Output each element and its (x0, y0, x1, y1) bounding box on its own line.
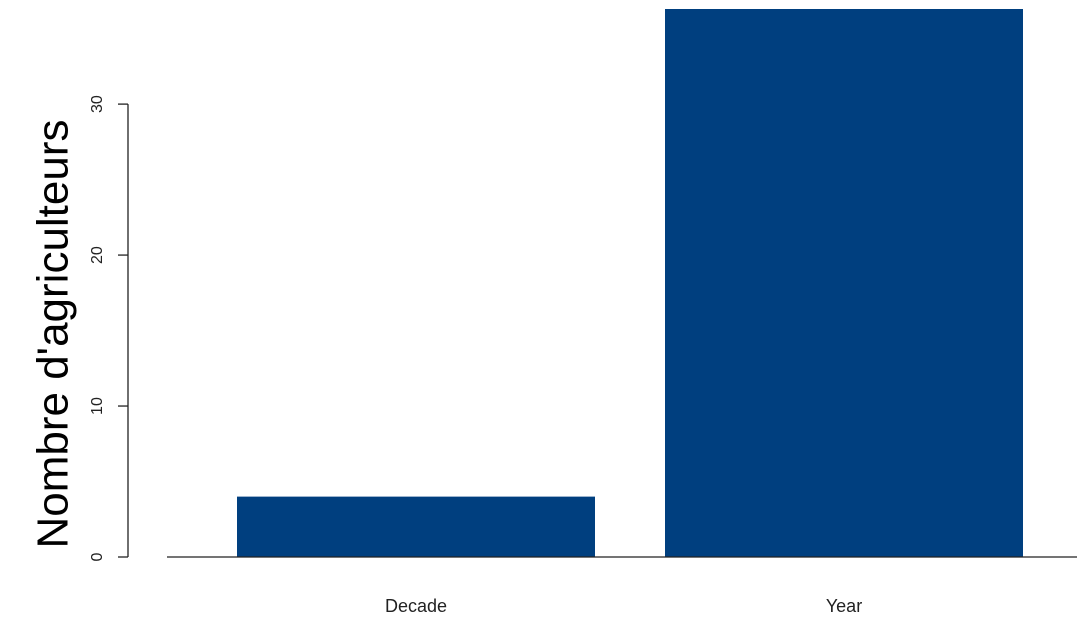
y-tick-label: 20 (89, 246, 106, 264)
y-axis: 0 10 20 30 (89, 95, 129, 561)
bar-decade (237, 496, 595, 557)
y-ticks: 0 10 20 30 (89, 95, 128, 561)
y-tick-label: 0 (89, 552, 106, 561)
category-labels: Decade Year (385, 596, 862, 616)
y-tick-label: 10 (89, 397, 106, 415)
category-label-decade: Decade (385, 596, 447, 616)
y-tick-label: 30 (89, 95, 106, 113)
bars (237, 9, 1023, 557)
bar-year (665, 9, 1023, 557)
y-axis-label: Nombre d'agriculteurs (29, 119, 78, 548)
category-label-year: Year (826, 596, 862, 616)
